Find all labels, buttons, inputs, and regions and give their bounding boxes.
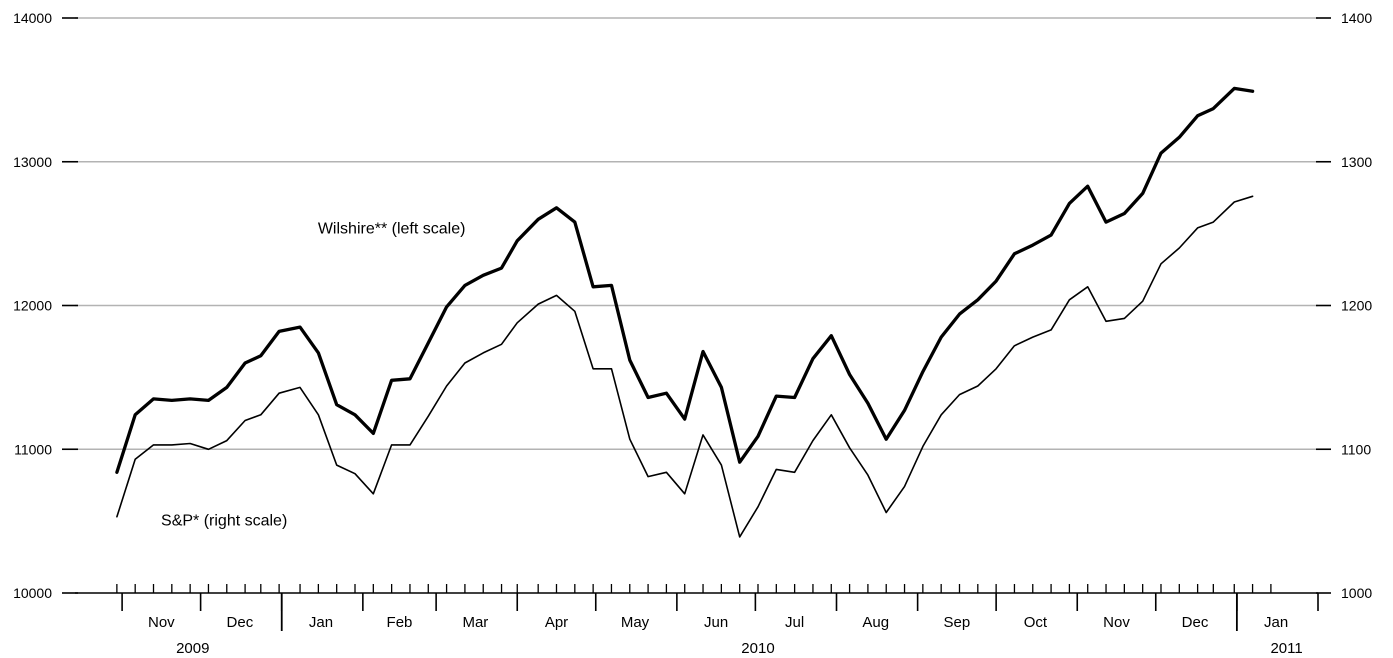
month-label: May: [621, 614, 650, 631]
month-label: Jul: [785, 614, 804, 631]
right-axis-tick-label: 1300: [1341, 154, 1372, 170]
month-label: Sep: [944, 614, 971, 631]
right-axis-tick-label: 1000: [1341, 585, 1372, 601]
month-label: Mar: [462, 614, 488, 631]
series-lines: [115, 86, 1255, 538]
month-label: Jan: [309, 614, 333, 631]
month-label: Feb: [387, 614, 413, 631]
sp-series-line: [116, 195, 1254, 538]
month-label: Nov: [148, 614, 175, 631]
axes: [62, 17, 1331, 631]
month-label: Dec: [1182, 614, 1209, 631]
month-label: Nov: [1103, 614, 1130, 631]
year-label: 2010: [741, 640, 774, 657]
right-axis-tick-label: 1200: [1341, 298, 1372, 314]
left-axis-tick-label: 11000: [14, 441, 52, 457]
month-label: Apr: [545, 614, 568, 631]
year-label: 2009: [176, 640, 209, 657]
wilshire-series-line: [115, 86, 1255, 474]
right-axis-tick-label: 1400: [1341, 10, 1372, 26]
gridlines: [75, 17, 1318, 451]
left-axis-tick-label: 10000: [13, 585, 52, 601]
month-label: Jun: [704, 614, 728, 631]
right-axis-tick-label: 1100: [1341, 441, 1371, 457]
month-label: Dec: [227, 614, 254, 631]
left-axis-tick-label: 12000: [13, 298, 52, 314]
labels: 10000 11000 12000 13000 14000 1000 1100 1200 130…: [13, 10, 1372, 657]
month-label: Jan: [1264, 614, 1288, 631]
month-label: Aug: [862, 614, 889, 631]
month-label: Oct: [1024, 614, 1048, 631]
wilshire-series-label: Wilshire** (left scale): [318, 221, 466, 238]
left-axis-tick-label: 13000: [13, 154, 52, 170]
sp-series-label: S&P* (right scale): [161, 512, 287, 529]
left-axis-tick-label: 14000: [13, 10, 52, 26]
year-label: 2011: [1270, 640, 1302, 657]
